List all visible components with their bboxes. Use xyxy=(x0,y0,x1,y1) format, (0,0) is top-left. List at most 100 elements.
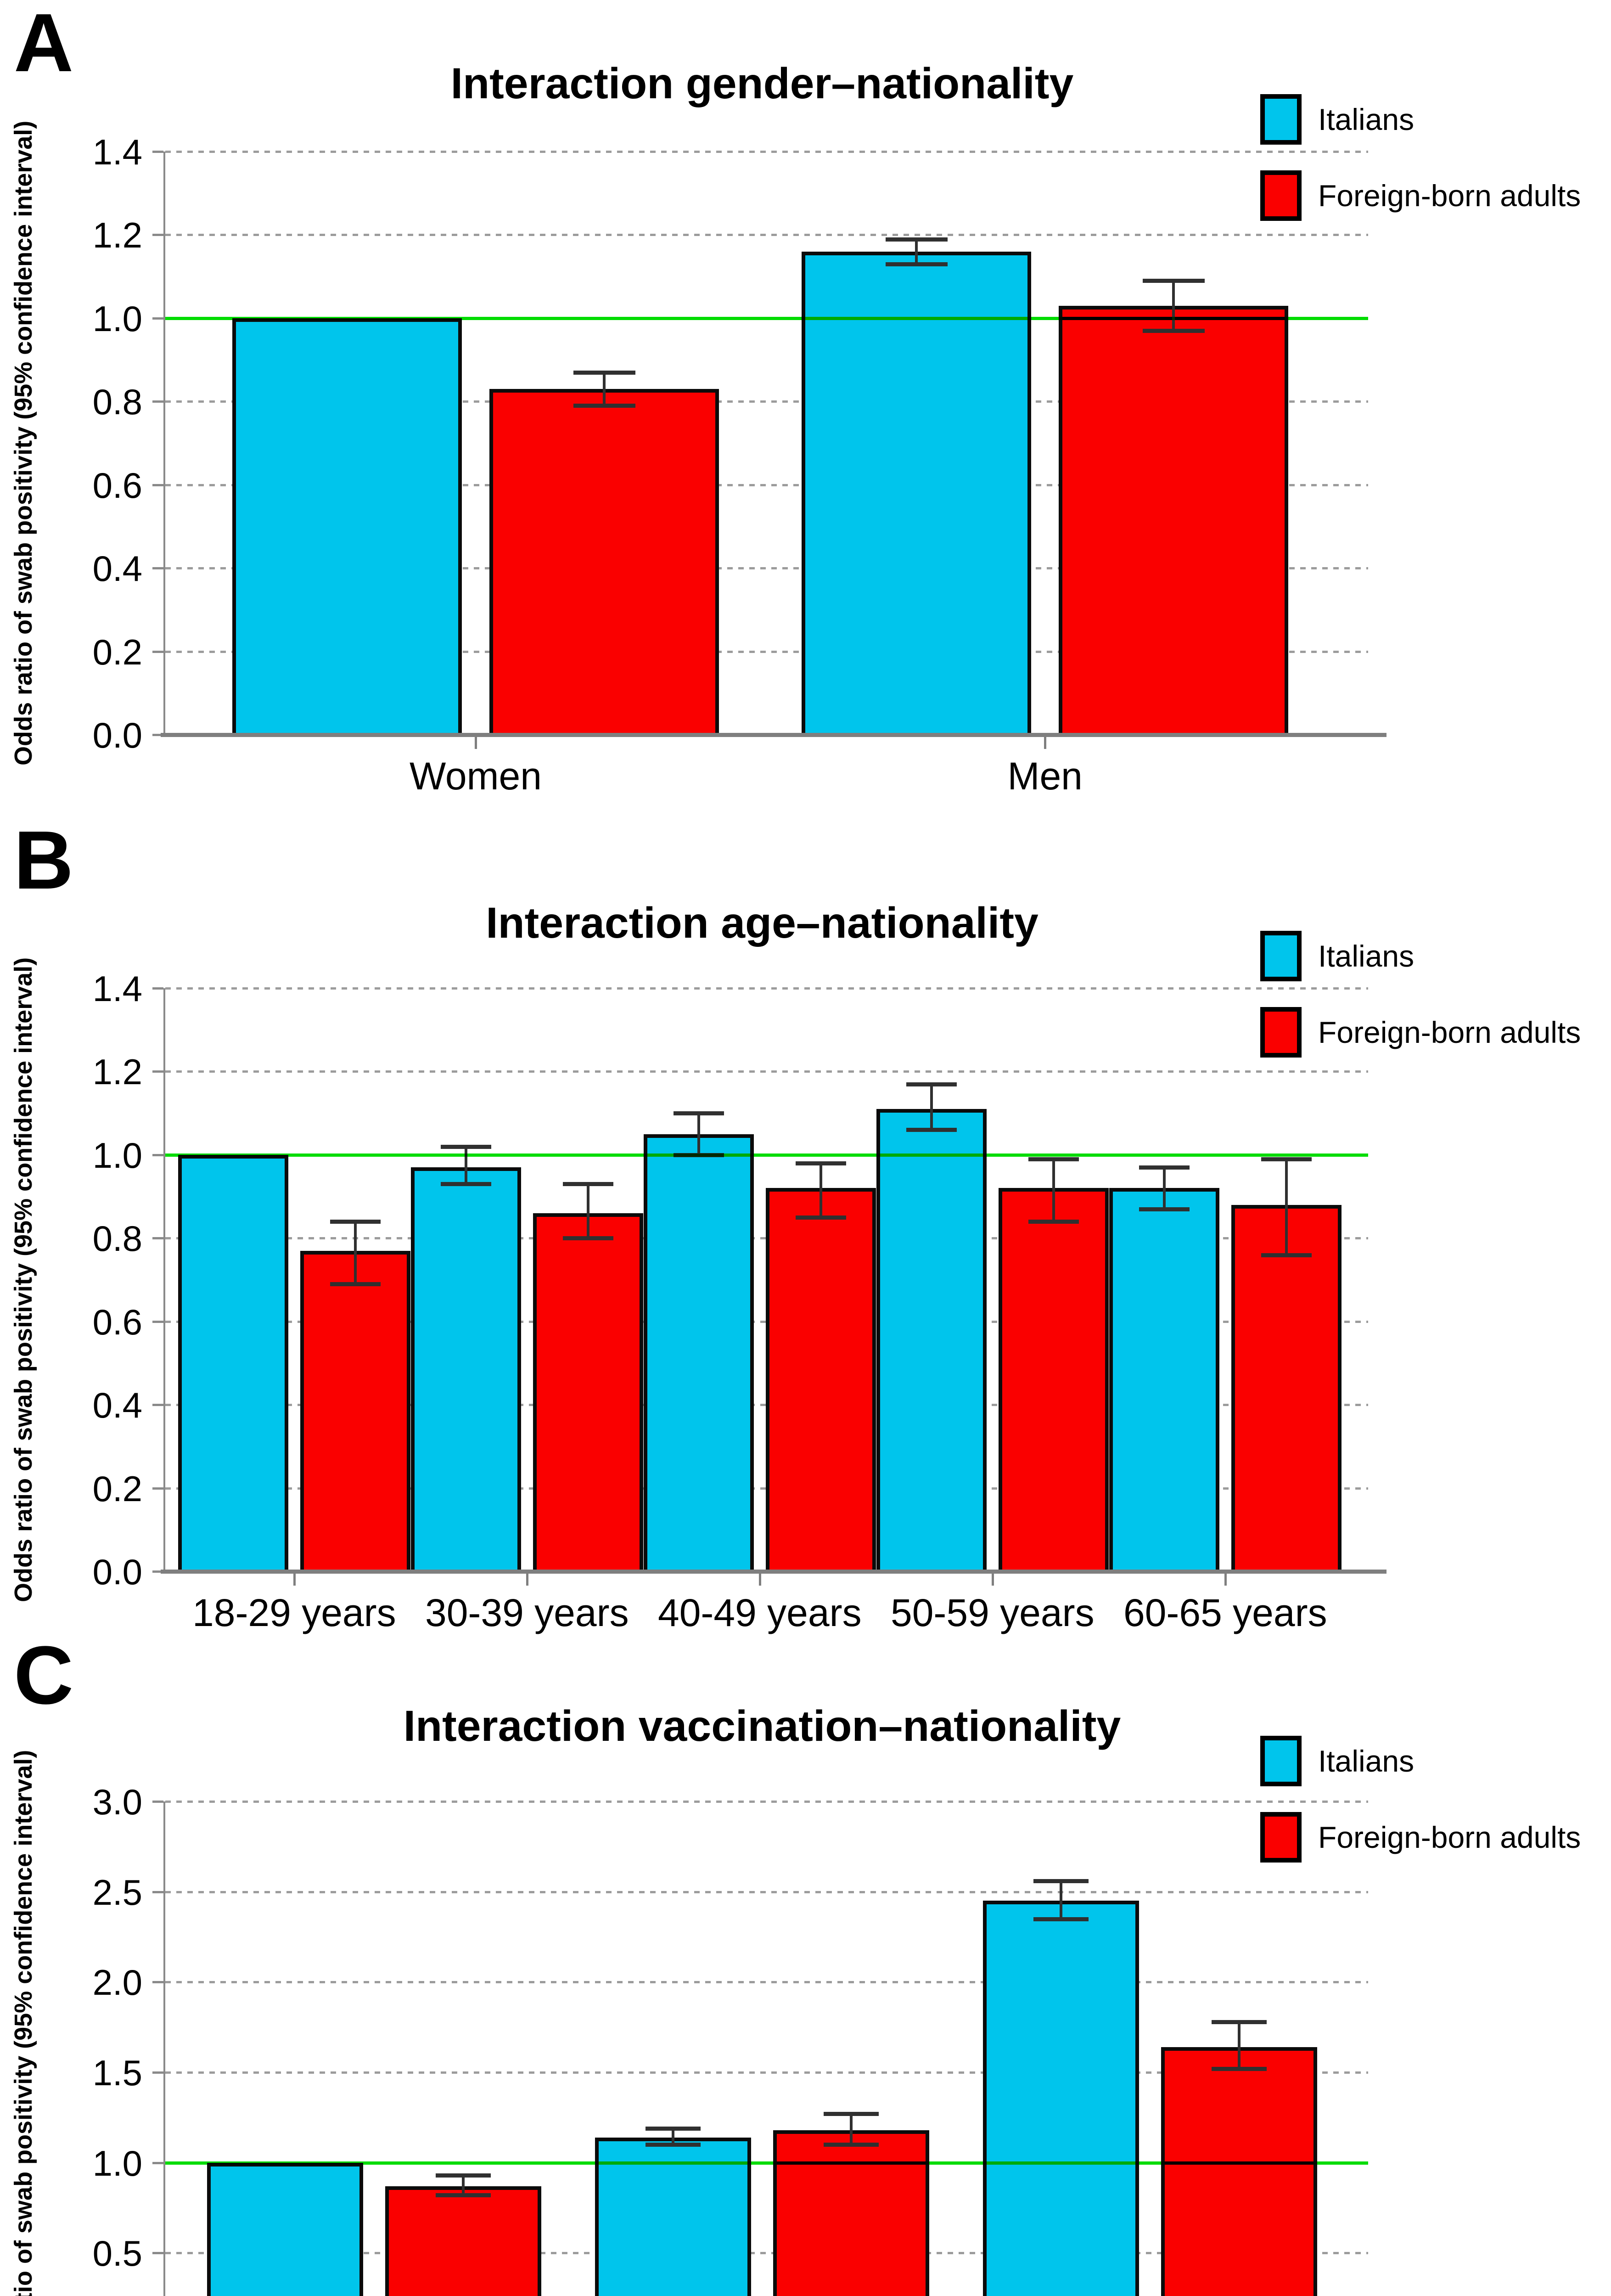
error-bar-italians-first-campaign xyxy=(672,2128,674,2145)
bar-italians-after-vaccination xyxy=(983,1901,1139,2296)
bar-foreign-born-adults-40-49-years xyxy=(765,1188,876,1571)
legend-swatch-foreign-born-adults xyxy=(1260,1007,1302,1058)
bar-italians-18-29-years xyxy=(178,1154,288,1571)
error-cap-lower-foreign-born-adults-before-vaccination xyxy=(436,2193,491,2198)
x-tick-mark-30-39-years xyxy=(526,1574,528,1586)
panel-letter-b: B xyxy=(14,814,73,906)
error-cap-lower-italians-30-39-years xyxy=(440,1182,491,1187)
error-bar-foreign-born-adults-first-campaign xyxy=(850,2114,853,2145)
error-bar-foreign-born-adults-30-39-years xyxy=(586,1184,589,1238)
error-bar-foreign-born-adults-men xyxy=(1172,281,1175,331)
reference-line-1-0 xyxy=(165,1153,1368,1157)
x-tick-mark-men xyxy=(1044,737,1047,749)
error-cap-lower-italians-after-vaccination xyxy=(1033,1917,1089,1921)
legend-item-foreign-born-adults: Foreign-born adults xyxy=(1260,1810,1581,1865)
bar-foreign-born-adults-50-59-years xyxy=(998,1188,1109,1571)
legend-item-italians: Italians xyxy=(1260,1733,1414,1789)
error-cap-lower-italians-50-59-years xyxy=(906,1128,957,1132)
plot-area-c: 3.02.52.01.51.00.50.0before vaccinationf… xyxy=(93,1784,1368,2296)
bar-italians-60-65-years xyxy=(1109,1188,1219,1571)
error-cap-lower-foreign-born-adults-30-39-years xyxy=(562,1236,613,1241)
y-tick-mark xyxy=(152,1237,163,1240)
y-axis-line xyxy=(163,1801,165,2296)
y-tick-label-2-5: 2.5 xyxy=(92,1872,142,1913)
y-axis-line xyxy=(163,988,165,1571)
panel-letter-c: C xyxy=(14,1629,73,1722)
y-tick-mark xyxy=(152,484,163,486)
y-tick-mark xyxy=(152,400,163,403)
legend-swatch-foreign-born-adults xyxy=(1260,1812,1302,1863)
error-bar-foreign-born-adults-after-vaccination xyxy=(1238,2021,1241,2069)
y-tick-mark xyxy=(152,1404,163,1407)
error-bar-foreign-born-adults-before-vaccination xyxy=(462,2175,465,2195)
y-tick-mark xyxy=(152,1891,163,1893)
error-cap-upper-foreign-born-adults-60-65-years xyxy=(1261,1157,1312,1161)
error-bar-italians-30-39-years xyxy=(464,1146,467,1184)
legend-label-italians: Italians xyxy=(1318,939,1415,973)
y-axis-label-c: Odds ratio of swab positivity (95% confi… xyxy=(10,1750,37,2296)
plot-area-a: 1.4 1.2 1.0 0.8 0.6 0.4 0.2 0.0 Women Men xyxy=(93,134,1386,795)
y-tick-label-1-0: 1.0 xyxy=(92,298,142,339)
gridline-0-2 xyxy=(165,650,1368,653)
error-cap-lower-foreign-born-adults-40-49-years xyxy=(795,1215,846,1220)
bar-italians-women xyxy=(232,318,462,735)
category-label-18-29-years: 18-29 years xyxy=(192,1591,396,1634)
error-cap-lower-foreign-born-adults-after-vaccination xyxy=(1212,2067,1267,2071)
y-tick-label-3-0: 3.0 xyxy=(92,1782,142,1822)
y-tick-mark xyxy=(152,2071,163,2074)
y-tick-label-0-5: 0.5 xyxy=(92,2233,142,2274)
error-cap-upper-foreign-born-adults-before-vaccination xyxy=(436,2173,491,2178)
bar-italians-before-vaccination xyxy=(207,2162,363,2296)
y-tick-mark xyxy=(152,734,163,736)
panel-a: A Interaction gender–nationality Italians F… xyxy=(0,0,1611,817)
y-tick-label-1-0: 1.0 xyxy=(92,1135,142,1176)
error-cap-upper-foreign-born-adults-40-49-years xyxy=(795,1161,846,1165)
y-tick-mark xyxy=(152,317,163,320)
chart-title-c: Interaction vaccination–nationality xyxy=(403,1702,1121,1750)
x-tick-mark-18-29-years xyxy=(293,1574,296,1586)
error-cap-lower-italians-60-65-years xyxy=(1139,1207,1190,1211)
error-cap-upper-italians-30-39-years xyxy=(440,1144,491,1149)
panel-b: B Interaction age–nationality Italians Fore… xyxy=(0,817,1611,1632)
y-tick-mark xyxy=(152,1320,163,1323)
category-label-40-49-years: 40-49 years xyxy=(658,1591,862,1634)
gridline-1-2 xyxy=(165,1070,1368,1073)
error-bar-italians-40-49-years xyxy=(697,1113,700,1155)
x-tick-mark-40-49-years xyxy=(758,1574,761,1586)
error-bar-italians-after-vaccination xyxy=(1060,1881,1062,1919)
reference-line-1-0 xyxy=(165,2161,1368,2165)
error-cap-lower-foreign-born-adults-women xyxy=(573,404,635,408)
panel-letter-a: A xyxy=(14,0,73,89)
error-cap-upper-foreign-born-adults-30-39-years xyxy=(562,1182,613,1187)
error-bar-italians-men xyxy=(915,239,918,264)
error-bar-foreign-born-adults-18-29-years xyxy=(354,1221,357,1284)
gridline-1-4 xyxy=(165,151,1368,153)
panel-c: C Interaction vaccination–nationality Ital… xyxy=(0,1632,1611,2296)
y-tick-label-0-4: 0.4 xyxy=(92,1385,142,1426)
bar-foreign-born-adults-men xyxy=(1059,305,1289,735)
legend-label-foreign-born-adults: Foreign-born adults xyxy=(1318,179,1581,213)
x-axis-line xyxy=(161,733,1386,737)
y-tick-mark xyxy=(152,1801,163,1803)
y-tick-label-0-6: 0.6 xyxy=(92,465,142,506)
error-cap-upper-italians-first-campaign xyxy=(646,2126,701,2131)
error-cap-upper-foreign-born-adults-women xyxy=(573,370,635,375)
legend-item-foreign-born-adults: Foreign-born adults xyxy=(1260,168,1581,223)
y-tick-mark xyxy=(152,1070,163,1073)
error-cap-lower-foreign-born-adults-60-65-years xyxy=(1261,1253,1312,1257)
category-label-women: Women xyxy=(410,754,542,798)
y-tick-label-1-2: 1.2 xyxy=(92,1052,142,1092)
error-cap-upper-italians-60-65-years xyxy=(1139,1165,1190,1170)
error-cap-lower-foreign-born-adults-first-campaign xyxy=(824,2143,879,2147)
bar-foreign-born-adults-60-65-years xyxy=(1231,1204,1342,1571)
y-tick-label-1-2: 1.2 xyxy=(92,215,142,256)
y-tick-label-2-0: 2.0 xyxy=(92,1962,142,2003)
bar-foreign-born-adults-after-vaccination xyxy=(1161,2047,1317,2296)
error-cap-lower-foreign-born-adults-18-29-years xyxy=(330,1282,381,1287)
legend-label-foreign-born-adults: Foreign-born adults xyxy=(1318,1015,1581,1049)
category-label-50-59-years: 50-59 years xyxy=(891,1591,1095,1634)
bar-italians-50-59-years xyxy=(876,1109,987,1571)
y-tick-label-0-4: 0.4 xyxy=(92,548,142,589)
y-tick-label-0-0: 0.0 xyxy=(92,1552,142,1592)
